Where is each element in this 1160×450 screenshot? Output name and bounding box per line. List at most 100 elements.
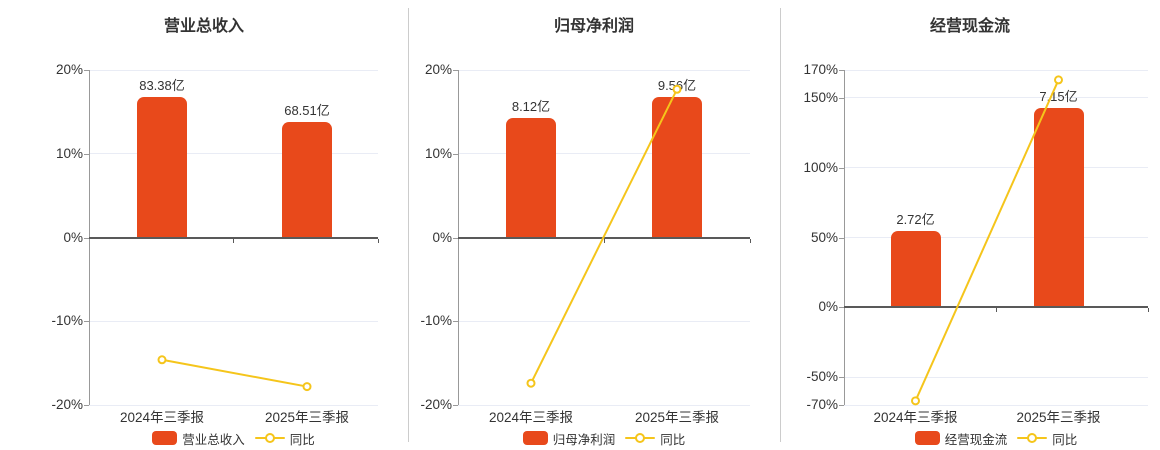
bar-value-label: 7.15亿 <box>1039 88 1078 104</box>
y-gridline <box>844 167 1148 169</box>
chart-plot-area-cash-flow: 2.72亿 7.15亿 170% 150% 100% 50% 0% -50% -70% 2024年… <box>780 0 1160 450</box>
trend-marker <box>157 355 167 365</box>
chart-plot-area-net-profit: 8.12亿 9.56亿 20% 10% 0% -10% -20% 2024年三季报 2025年三… <box>408 0 780 450</box>
legend-label: 营业总收入 <box>182 432 245 447</box>
y-tick-label: -10% <box>420 313 452 329</box>
legend-bar-swatch-icon <box>914 431 940 445</box>
y-tick-label: 20% <box>55 62 83 77</box>
y-tick-label: -20% <box>51 397 83 412</box>
y-axis-tick <box>84 405 89 406</box>
legend-item-series[interactable]: 经营现金流 <box>914 429 1008 448</box>
legend-label: 归母净利润 <box>552 432 616 447</box>
legend-item-yoy[interactable]: 同比 <box>254 429 315 448</box>
y-axis-tick <box>839 377 844 379</box>
chart-title-cash-flow: 经营现金流 <box>929 18 1010 35</box>
x-axis-tick <box>603 238 605 243</box>
chart-plot-area-revenue: 83.38亿 68.51亿 20% 10% 0% -10% -20% 2024年三季报 2025… <box>0 0 408 450</box>
bar-2025年三季报 <box>652 96 702 238</box>
y-tick-label: 20% <box>424 62 452 77</box>
y-gridline <box>458 404 750 406</box>
x-axis-tick <box>233 238 234 243</box>
chart-panel-cash-flow: 经营现金流 2.72亿 7.15亿 170% 150% 100% 50% 0% -50% -70… <box>780 0 1160 450</box>
trend-marker <box>526 378 536 388</box>
legend-line-circle <box>264 433 275 443</box>
legend-label: 同比 <box>1052 432 1078 447</box>
y-gridline <box>844 404 1148 406</box>
y-tick-label: 150% <box>803 89 838 105</box>
panel-divider <box>780 8 781 442</box>
y-tick-label: 0% <box>818 299 838 315</box>
trend-line-path <box>161 358 308 388</box>
y-gridline <box>89 320 378 322</box>
legend-line-marker-icon <box>1017 431 1048 445</box>
y-axis-tick <box>839 167 844 169</box>
y-gridline <box>844 237 1148 238</box>
x-tick-label: 2024年三季报 <box>873 410 958 425</box>
trend-marker <box>302 382 312 392</box>
legend-item-yoy[interactable]: 同比 <box>625 429 685 448</box>
y-tick-label: 0% <box>432 229 452 245</box>
yoy-trend-line <box>526 84 682 388</box>
bar-2025年三季报 <box>282 121 332 238</box>
x-tick-label: 2024年三季报 <box>488 410 574 425</box>
bar-value-label: 68.51亿 <box>284 102 330 118</box>
y-axis-line <box>844 70 845 405</box>
bar-2024年三季报 <box>137 96 187 238</box>
bar-value-label: 2.72亿 <box>896 212 935 228</box>
x-axis-tick <box>749 238 751 243</box>
legend-item-series[interactable]: 归母净利润 <box>522 429 616 448</box>
y-gridline <box>844 376 1148 378</box>
legend-line-circle <box>635 433 646 443</box>
zero-axis-line <box>89 236 378 239</box>
y-axis-tick <box>453 405 458 406</box>
legend-label: 同比 <box>289 432 315 447</box>
legend: 营业总收入 同比 <box>84 429 384 447</box>
y-tick-label: 50% <box>810 229 838 245</box>
y-axis-tick <box>453 153 458 155</box>
legend-bar-swatch-icon <box>152 431 178 445</box>
legend-line-marker-icon <box>625 431 656 445</box>
x-axis-tick <box>995 308 997 313</box>
bar-value-label: 9.56亿 <box>657 77 697 93</box>
y-axis-tick <box>839 405 844 406</box>
y-axis-tick <box>84 70 89 71</box>
y-axis-tick <box>839 237 844 239</box>
legend: 归母净利润 同比 <box>454 429 754 447</box>
y-gridline <box>89 153 378 155</box>
y-tick-label: 10% <box>424 145 452 161</box>
legend-line-marker-icon <box>254 431 285 445</box>
y-axis-tick <box>839 307 844 309</box>
legend-item-yoy[interactable]: 同比 <box>1017 429 1077 448</box>
x-tick-label: 2025年三季报 <box>634 410 720 425</box>
y-tick-label: 100% <box>803 159 838 175</box>
bar-2024年三季报 <box>890 231 941 308</box>
y-tick-label: 0% <box>63 229 83 245</box>
chart-panel-revenue: 营业总收入 83.38亿 68.51亿 20% 10% 0% -10% -20% 2024年三… <box>0 0 408 450</box>
chart-panel-net-profit: 归母净利润 8.12亿 9.56亿 20% 10% 0% -10% -20% 2024年三季报… <box>408 0 780 450</box>
legend: 经营现金流 同比 <box>846 429 1146 447</box>
y-tick-label: -10% <box>51 313 83 329</box>
bar-2025年三季报 <box>1033 107 1084 308</box>
y-gridline <box>89 404 378 406</box>
bar-value-label: 8.12亿 <box>511 98 551 114</box>
y-gridline <box>458 69 750 71</box>
panel-divider <box>408 8 409 442</box>
y-axis-tick <box>839 70 844 71</box>
y-gridline <box>458 153 750 155</box>
y-axis-tick <box>84 321 89 323</box>
legend-item-series[interactable]: 营业总收入 <box>152 429 245 448</box>
y-axis-tick <box>453 70 458 71</box>
y-tick-label: 170% <box>803 62 838 77</box>
x-axis-tick <box>1147 308 1149 313</box>
y-tick-label: -70% <box>806 397 838 412</box>
y-gridline <box>89 69 378 71</box>
y-tick-label: -50% <box>806 369 838 385</box>
bar-2024年三季报 <box>506 117 556 238</box>
y-axis-tick <box>453 321 458 323</box>
legend-bar-swatch-icon <box>522 431 548 445</box>
chart-title-revenue: 营业总收入 <box>163 18 244 35</box>
bar-value-label: 83.38亿 <box>139 77 185 93</box>
trend-marker <box>1054 75 1063 85</box>
legend-label: 经营现金流 <box>944 432 1008 447</box>
